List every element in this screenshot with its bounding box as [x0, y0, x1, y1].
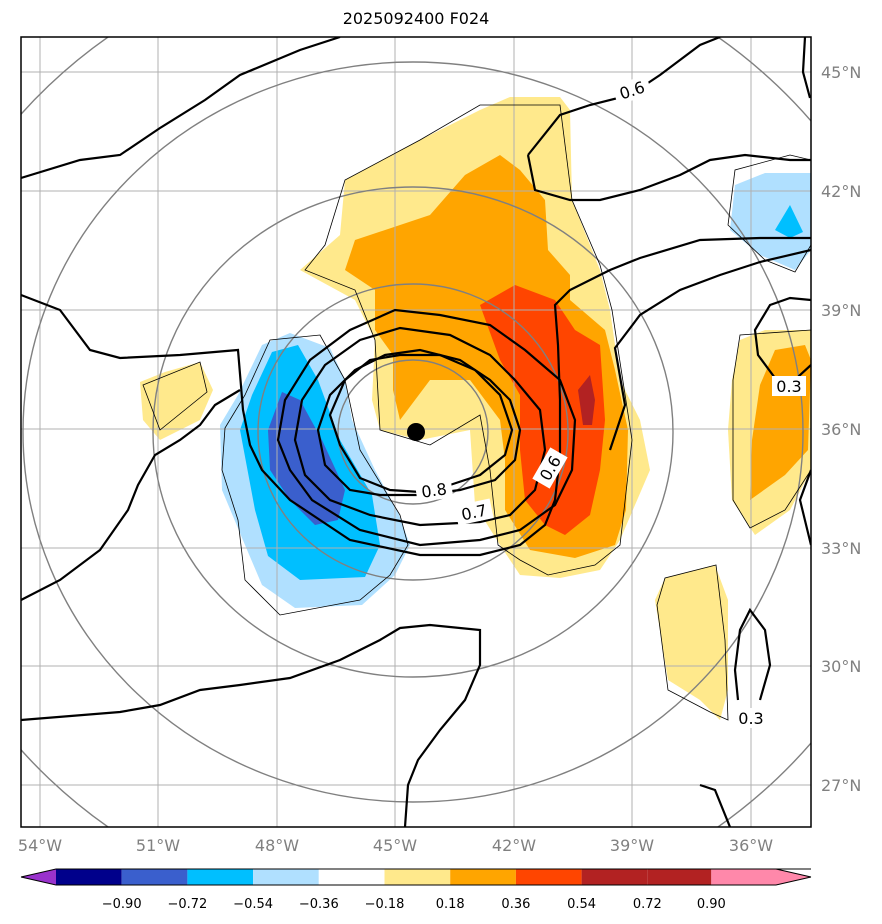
storm-center-dot: [407, 423, 425, 441]
contour-label-03-east: 0.3: [776, 377, 801, 396]
colorbar-tick-label: −0.18: [365, 897, 405, 912]
lon-label-42w: 42°W: [492, 836, 536, 855]
colorbar-swatch: [318, 869, 385, 885]
lat-label-27n: 27°N: [821, 776, 861, 795]
lat-label-45n: 45°N: [821, 63, 861, 82]
lat-label-33n: 33°N: [821, 539, 861, 558]
lon-label-45w: 45°W: [373, 836, 417, 855]
lon-label-48w: 48°W: [255, 836, 299, 855]
lon-label-54w: 54°W: [18, 836, 62, 855]
colorbar-tick-label: −0.36: [299, 897, 339, 912]
colorbar-swatch: [56, 869, 122, 885]
colorbar-swatch: [711, 869, 776, 885]
colorbar-tick-label: 0.90: [697, 897, 726, 912]
colorbar-ticks: −0.90 −0.72 −0.54 −0.36 −0.18 0.18 0.36 …: [102, 897, 726, 912]
colorbar-swatch: [450, 869, 516, 885]
lon-label-51w: 51°W: [136, 836, 180, 855]
map-frame: [20, 36, 812, 828]
contour-label-07: 0.7: [460, 501, 489, 525]
colorbar-tick-label: −0.90: [102, 897, 142, 912]
lon-label-36w: 36°W: [729, 836, 773, 855]
colorbar-swatch: [647, 869, 712, 885]
thin-contours: [142, 104, 811, 721]
shade-negative-ne-cyan: [775, 205, 803, 238]
lat-label-39n: 39°N: [821, 301, 861, 320]
colorbar-tick-label: −0.54: [233, 897, 273, 912]
colorbar-swatch: [384, 869, 451, 885]
colorbar-tick-label: 0.54: [567, 897, 596, 912]
lon-label-39w: 39°W: [610, 836, 654, 855]
colorbar-tick-label: 0.36: [501, 897, 530, 912]
contour-label-03-south: 0.3: [738, 709, 763, 728]
lat-label-42n: 42°N: [821, 182, 861, 201]
shade-positive-west: [140, 362, 213, 440]
shade-negative-ne: [730, 173, 811, 270]
shade-negative-blue: [268, 392, 345, 525]
colorbar-swatch: [581, 869, 648, 885]
lat-label-30n: 30°N: [821, 657, 861, 676]
colorbar-swatch: [515, 869, 582, 885]
longitude-labels: 54°W 51°W 48°W 45°W 42°W 39°W 36°W: [18, 836, 773, 855]
latitude-labels: 45°N 42°N 39°N 36°N 33°N 30°N 27°N: [821, 63, 861, 795]
colorbar-swatch: [187, 869, 254, 885]
colorbar-extend-low: [21, 869, 56, 885]
contour-label-08: 0.8: [420, 479, 448, 501]
gridlines: [21, 37, 811, 827]
colorbar-swatch: [253, 869, 319, 885]
shade-positive-darkred: [578, 375, 595, 425]
shade-positive-red: [480, 285, 605, 535]
colorbar-tick-label: −0.72: [167, 897, 207, 912]
colorbar-extend-high: [776, 869, 811, 885]
colorbar: −0.90 −0.72 −0.54 −0.36 −0.18 0.18 0.36 …: [20, 868, 812, 912]
colorbar-outline: [20, 868, 812, 886]
colorbar-tick-label: 0.18: [436, 897, 465, 912]
colorbar-swatch: [121, 869, 188, 885]
shading-layer: [140, 97, 811, 720]
shade-positive-se: [655, 565, 728, 720]
map-title: 2025092400 F024: [342, 9, 490, 28]
lat-label-36n: 36°N: [821, 420, 861, 439]
colorbar-tick-label: 0.72: [633, 897, 662, 912]
